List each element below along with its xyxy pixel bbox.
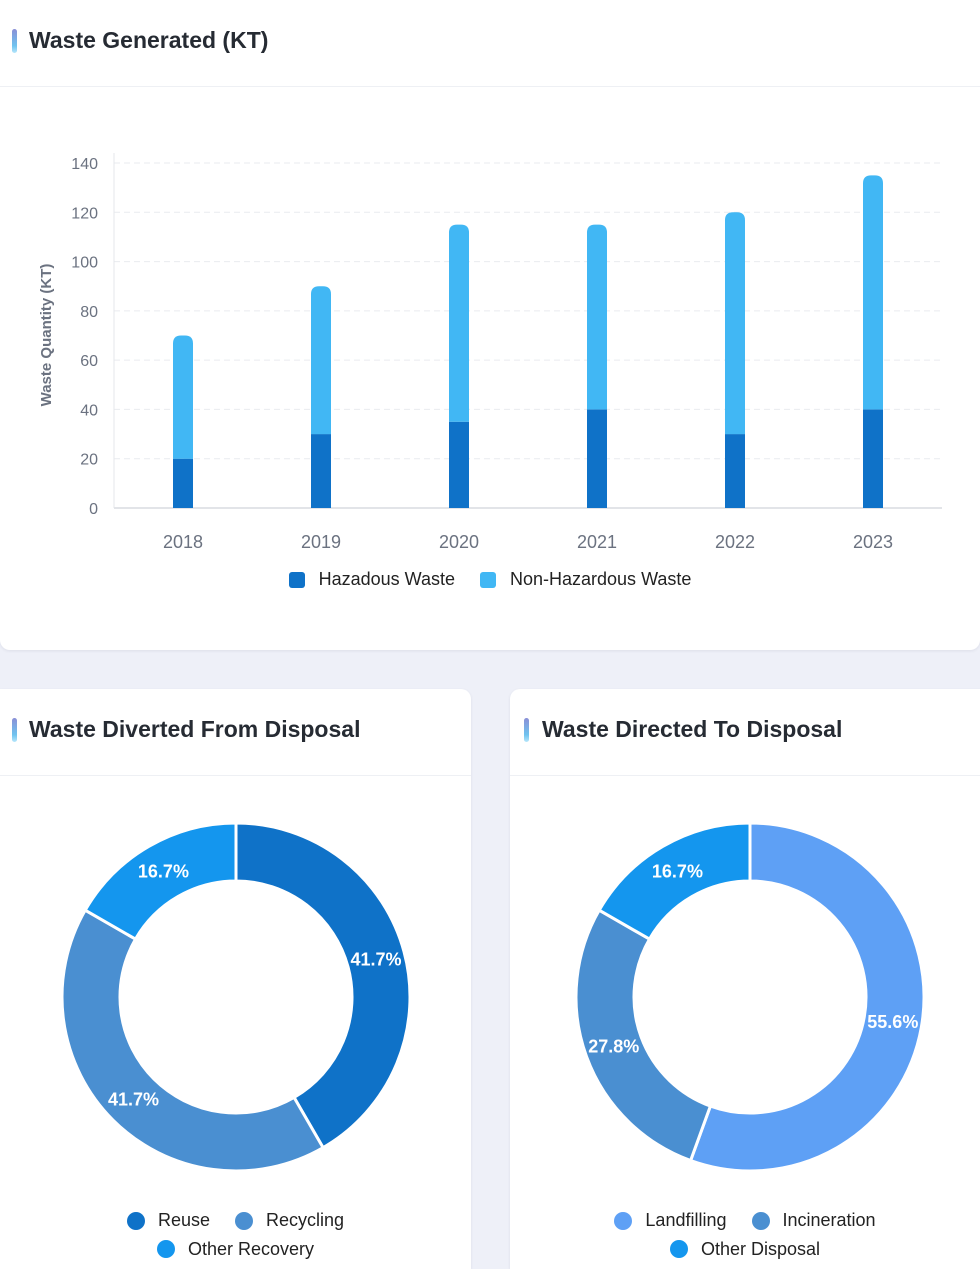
legend-swatch-other-recovery xyxy=(156,1240,175,1258)
x-tick-label: 2021 xyxy=(577,532,617,552)
donut-slice-recycling xyxy=(60,908,326,1173)
title-accent-bar xyxy=(524,718,529,742)
donut-data-label: 41.7% xyxy=(351,949,402,969)
legend-label: Reuse xyxy=(157,1210,210,1230)
donut-data-label: 16.7% xyxy=(652,861,703,881)
waste-diverted-card: Waste Diverted From Disposal 41.7% 41.7% 1… xyxy=(0,689,471,1269)
donut-slice-other-recovery xyxy=(83,821,238,942)
legend-swatch-non-hazardous xyxy=(480,571,496,588)
bar-segment-hazardous xyxy=(173,458,193,508)
waste-diverted-donut-chart: 41.7% 41.7% 16.7% xyxy=(60,821,412,1173)
donut-slice-landfilling xyxy=(688,821,926,1173)
diverted-legend: Reuse Recycling Other Recovery xyxy=(0,1208,471,1265)
legend-label: Non-Hazardous Waste xyxy=(510,569,692,589)
y-tick-label: 100 xyxy=(71,255,98,272)
donut-data-label: 55.6% xyxy=(867,1012,918,1032)
donut-data-label: 27.8% xyxy=(588,1037,639,1057)
card-header: Waste Diverted From Disposal xyxy=(0,689,471,776)
y-tick-label: 0 xyxy=(89,501,98,518)
title-accent-bar xyxy=(12,718,17,742)
legend-item-other-recovery[interactable]: Other Recovery xyxy=(156,1237,315,1262)
bar-segment-hazardous xyxy=(587,409,607,508)
bar-segment-hazardous xyxy=(863,409,883,508)
legend-label: Hazadous Waste xyxy=(318,569,455,589)
directed-legend: Landfilling Incineration Other Disposal xyxy=(510,1208,980,1265)
legend-swatch-hazardous xyxy=(288,571,305,588)
legend-swatch-landfilling xyxy=(614,1211,633,1230)
waste-generated-bar-chart: 0 20 40 60 80 100 120 140 Waste Quantity (KT) 201… xyxy=(38,153,942,552)
legend-swatch-incineration xyxy=(751,1211,770,1230)
x-tick-label: 2020 xyxy=(439,532,479,552)
legend-swatch-other-disposal xyxy=(669,1240,688,1258)
bar-chart-legend: Hazadous Waste Non-Hazardous Waste xyxy=(0,569,980,593)
waste-generated-card: Waste Generated (KT) 0 20 40 60 80 100 120 140 W… xyxy=(0,0,980,650)
x-tick-label: 2019 xyxy=(301,532,341,552)
donut-slice-incineration xyxy=(574,908,713,1163)
bar-segment-non-hazardous xyxy=(449,224,469,422)
bar-segment-non-hazardous xyxy=(587,224,607,410)
card-header: Waste Directed To Disposal xyxy=(510,689,980,776)
legend-label: Other Disposal xyxy=(700,1238,821,1259)
y-axis-title: Waste Quantity (KT) xyxy=(38,264,55,407)
bar-segment-hazardous xyxy=(311,434,331,508)
bar-segment-non-hazardous xyxy=(173,335,193,459)
legend-item-reuse[interactable]: Reuse xyxy=(126,1208,210,1233)
donut-data-label: 41.7% xyxy=(108,1090,159,1110)
y-tick-label: 140 xyxy=(71,156,98,173)
x-tick-label: 2022 xyxy=(715,532,755,552)
x-tick-label: 2023 xyxy=(853,532,893,552)
legend-item-recycling[interactable]: Recycling xyxy=(235,1208,344,1233)
donut-slice-other-disposal xyxy=(597,821,752,942)
donut-slice-reuse xyxy=(234,821,412,1150)
bar-segment-non-hazardous xyxy=(311,286,331,435)
legend-swatch-recycling xyxy=(235,1211,253,1230)
legend-item-incineration[interactable]: Incineration xyxy=(751,1208,876,1233)
legend-item-other-disposal[interactable]: Other Disposal xyxy=(669,1237,821,1262)
legend-label: Other Recovery xyxy=(187,1238,315,1259)
bar-segment-non-hazardous xyxy=(863,175,883,410)
y-tick-label: 120 xyxy=(71,205,98,222)
waste-directed-donut-chart: 55.6% 27.8% 16.7% xyxy=(574,821,926,1173)
legend-label: Landfilling xyxy=(645,1210,727,1230)
bar-segment-hazardous xyxy=(449,421,469,508)
card-title: Waste Directed To Disposal xyxy=(542,716,843,742)
card-header: Waste Generated (KT) xyxy=(0,0,980,87)
legend-item-hazardous[interactable]: Hazadous Waste xyxy=(288,569,455,590)
x-tick-label: 2018 xyxy=(163,532,203,552)
legend-label: Recycling xyxy=(266,1210,345,1230)
bar-segment-non-hazardous xyxy=(725,212,745,435)
y-tick-label: 40 xyxy=(80,402,98,419)
legend-item-non-hazardous[interactable]: Non-Hazardous Waste xyxy=(480,569,691,590)
legend-swatch-reuse xyxy=(126,1211,145,1230)
card-title: Waste Generated (KT) xyxy=(29,27,269,53)
y-tick-label: 20 xyxy=(80,452,98,469)
y-tick-label: 80 xyxy=(80,304,98,321)
card-title: Waste Diverted From Disposal xyxy=(29,716,361,742)
waste-directed-card: Waste Directed To Disposal 55.6% 27.8% 16.… xyxy=(510,689,980,1269)
title-accent-bar xyxy=(12,29,17,53)
donut-data-label: 16.7% xyxy=(138,861,189,881)
legend-item-landfilling[interactable]: Landfilling xyxy=(614,1208,726,1233)
legend-label: Incineration xyxy=(782,1210,876,1230)
y-tick-label: 60 xyxy=(80,353,98,370)
bar-segment-hazardous xyxy=(725,434,745,508)
